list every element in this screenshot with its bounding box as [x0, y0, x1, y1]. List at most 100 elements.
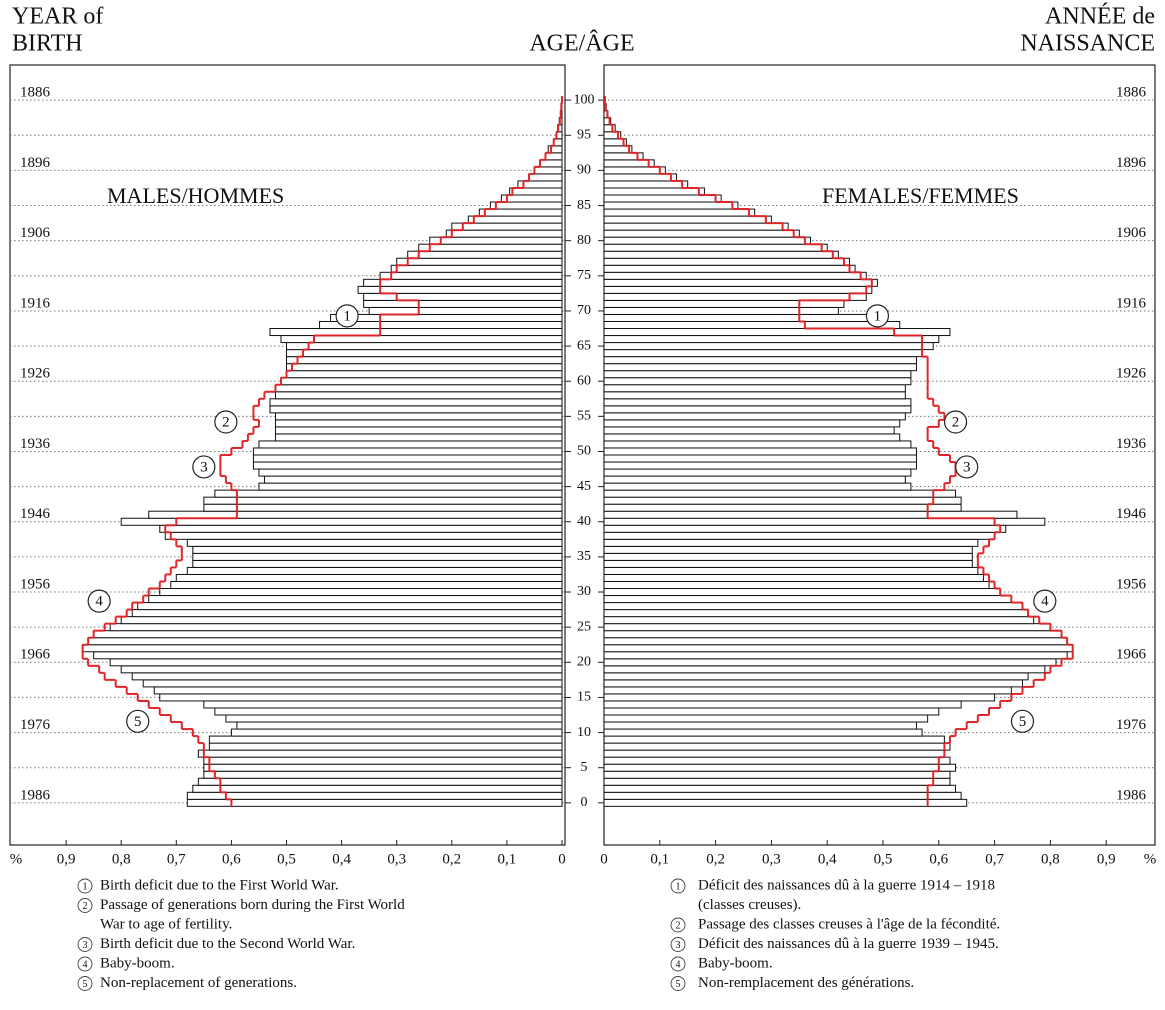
bar — [603, 637, 1068, 646]
y2-tick-label: 1976 — [1116, 717, 1147, 733]
bar — [603, 503, 962, 512]
bar — [603, 447, 917, 456]
x-tick-label: 0,8 — [112, 851, 131, 867]
bar — [159, 588, 563, 597]
y2-tick-label: 1886 — [20, 85, 51, 101]
year-label: ANNÉE de — [1045, 4, 1155, 30]
x-tick-label: 0,1 — [650, 851, 669, 867]
bar — [603, 306, 839, 315]
y-tick-label: 70 — [577, 303, 591, 318]
bar — [142, 679, 563, 688]
x-tick-label: 0,3 — [387, 851, 406, 867]
bar — [489, 201, 563, 210]
annotation-label: 1 — [874, 308, 882, 324]
bar — [603, 609, 1029, 618]
bar — [159, 524, 563, 533]
bar — [131, 609, 563, 618]
bar — [603, 693, 996, 702]
y-tick-label: 100 — [574, 92, 595, 107]
x-tick-label: 0 — [600, 851, 608, 867]
bar — [603, 602, 1023, 611]
bar — [153, 686, 563, 695]
y2-tick-label: 1986 — [1116, 787, 1147, 803]
y-tick-label: 15 — [577, 690, 591, 705]
bar — [269, 405, 563, 414]
y2-tick-label: 1946 — [1116, 506, 1147, 522]
x-tick-label: 0,8 — [1041, 851, 1060, 867]
bar — [170, 580, 563, 590]
bar — [230, 728, 563, 737]
y-tick-label: 85 — [577, 198, 591, 213]
x-tick-label: 0,7 — [167, 851, 186, 867]
bar — [603, 236, 811, 245]
bar — [82, 644, 563, 653]
note-text: Non-replacement of generations. — [100, 975, 297, 991]
bar — [286, 356, 563, 365]
bar — [553, 138, 563, 147]
bar — [363, 292, 563, 301]
bar — [258, 468, 563, 477]
bar — [528, 173, 563, 182]
bar — [603, 222, 789, 231]
bar — [603, 398, 912, 407]
y2-tick-label: 1936 — [20, 436, 51, 452]
y2-tick-label: 1906 — [1116, 225, 1147, 241]
bar — [109, 658, 563, 667]
bar — [603, 531, 996, 540]
y2-tick-label: 1966 — [20, 647, 51, 663]
bar — [603, 243, 828, 252]
bar — [603, 419, 901, 428]
bar — [603, 194, 722, 203]
bar — [603, 524, 1007, 533]
bar — [429, 236, 563, 245]
bar — [603, 623, 1051, 632]
annotation-circle — [126, 709, 150, 733]
bar — [274, 419, 563, 428]
y2-tick-label: 1896 — [20, 155, 51, 171]
bar — [603, 426, 895, 435]
bar — [544, 152, 563, 161]
y2-tick-label: 1966 — [1116, 647, 1147, 663]
bar — [603, 440, 912, 449]
bar — [603, 749, 945, 758]
bar — [186, 791, 563, 800]
y-tick-label: 50 — [577, 444, 591, 459]
bar — [252, 461, 563, 470]
bar — [274, 412, 563, 421]
y-tick-label: 90 — [577, 163, 591, 178]
note-number: 3 — [83, 940, 88, 951]
y-tick-label: 0 — [581, 795, 588, 810]
bar — [603, 257, 851, 266]
annotation-circle — [1010, 709, 1035, 733]
x-tick-label: 0,4 — [332, 851, 351, 867]
y-tick-label: 80 — [577, 233, 591, 248]
bar — [137, 602, 563, 611]
bar — [509, 187, 563, 196]
x-tick-label: 0,9 — [1097, 851, 1116, 867]
x-tick-label: 0,7 — [985, 851, 1004, 867]
annotation-label: 5 — [134, 714, 142, 730]
bar — [603, 166, 666, 175]
bar — [131, 672, 563, 681]
bar — [603, 798, 968, 807]
bar — [192, 784, 563, 793]
bar — [407, 250, 563, 259]
bar — [286, 349, 563, 358]
bar — [603, 124, 616, 133]
bar — [603, 588, 1001, 597]
annotation-circle — [214, 410, 238, 434]
bar — [603, 651, 1068, 660]
bar — [603, 278, 878, 287]
bar — [603, 433, 901, 442]
bar — [603, 475, 906, 484]
bar — [603, 791, 962, 800]
bar — [603, 461, 917, 470]
x-tick-label: 0,5 — [874, 851, 893, 867]
bar — [603, 370, 912, 379]
x-axis-label: % — [1144, 851, 1157, 867]
note-text: Déficit des naissances dû à la guerre 19… — [698, 936, 999, 952]
y-tick-label: 20 — [577, 655, 591, 670]
y-tick-label: 55 — [577, 409, 591, 424]
annotation-circle — [1033, 589, 1057, 613]
note-text: Déficit des naissances dû à la guerre 19… — [698, 877, 995, 893]
